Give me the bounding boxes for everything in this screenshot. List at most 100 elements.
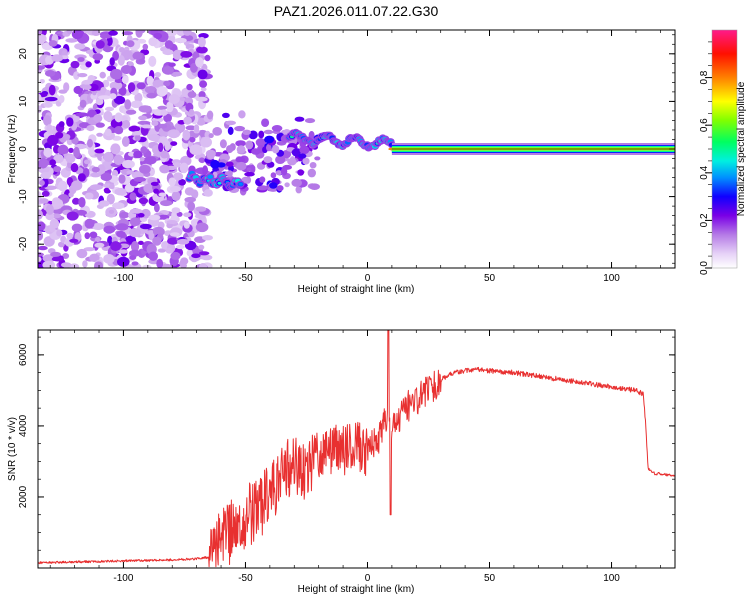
noise-blob: [186, 249, 193, 257]
noise-blob: [103, 254, 115, 264]
noise-blob: [43, 147, 53, 158]
spectrogram-xtick-label: -100: [113, 273, 133, 284]
noise-blob: [129, 217, 141, 227]
noise-blob: [144, 86, 157, 94]
spectrogram-xlabel: Height of straight line (km): [298, 284, 415, 295]
noise-blob: [89, 231, 98, 239]
snr-xtick-label: 100: [603, 573, 620, 584]
fragment-blob: [298, 153, 307, 159]
noise-blob: [162, 49, 174, 56]
noise-blob: [172, 49, 183, 60]
noise-blob: [102, 79, 110, 88]
noise-blob: [180, 263, 187, 268]
noise-blob: [182, 129, 191, 141]
noise-blob: [104, 128, 112, 137]
noise-blob: [171, 191, 181, 202]
fragment-blob: [307, 168, 316, 178]
noise-blob: [128, 125, 141, 132]
fragment-blob: [225, 161, 234, 167]
noise-blob: [89, 253, 100, 262]
noise-blob: [70, 60, 80, 69]
noise-blob: [197, 69, 208, 80]
noise-blob: [183, 30, 192, 36]
noise-blob: [173, 172, 184, 181]
noise-blob: [139, 164, 151, 174]
fragment-blob: [238, 110, 246, 119]
noise-blob: [121, 31, 134, 36]
noise-blob: [158, 123, 168, 129]
noise-blob: [77, 73, 88, 78]
noise-blob: [94, 242, 105, 248]
fragment-blob: [234, 125, 246, 132]
spectrogram-blobs: [38, 30, 672, 268]
noise-blob: [66, 117, 74, 127]
noise-blob: [153, 188, 160, 194]
noise-blob: [38, 65, 45, 70]
noise-blob: [133, 150, 143, 159]
fragment-blob: [242, 129, 252, 135]
noise-blob: [158, 214, 170, 220]
noise-blob: [65, 154, 76, 164]
noise-blob: [73, 146, 80, 158]
fragment-blob: [255, 138, 267, 147]
fragment-blob: [294, 116, 305, 122]
fragment-blob: [222, 112, 230, 118]
noise-blob: [195, 222, 209, 233]
fragment-blob: [245, 140, 254, 150]
noise-blob: [73, 71, 80, 80]
fragment-blob: [281, 150, 292, 159]
noise-blob: [146, 92, 157, 99]
noise-blob: [122, 120, 131, 129]
spectrogram-ytick-label: 20: [18, 48, 29, 60]
noise-blob: [116, 230, 126, 238]
noise-blob: [168, 177, 176, 186]
noise-blob: [200, 136, 213, 148]
noise-blob: [164, 40, 174, 49]
noise-blob: [57, 180, 68, 192]
noise-blob: [98, 200, 110, 207]
noise-blob: [146, 75, 154, 86]
noise-blob: [76, 248, 88, 259]
colorbar-tick-label: 0.8: [699, 70, 710, 84]
noise-blob: [180, 51, 193, 58]
noise-blob: [64, 134, 71, 140]
fragment-blob: [249, 164, 256, 174]
noise-blob: [148, 37, 158, 47]
noise-blob: [78, 197, 86, 208]
noise-blob: [63, 82, 70, 92]
fragment-blob: [276, 185, 284, 192]
noise-blob: [201, 254, 213, 261]
noise-blob: [38, 245, 48, 251]
fragment-blob: [206, 151, 215, 160]
noise-blob: [131, 131, 144, 136]
fragment-blob: [235, 156, 246, 163]
noise-blob: [46, 124, 53, 134]
fragment-blob: [275, 170, 283, 176]
noise-blob: [60, 262, 72, 268]
noise-blob: [200, 87, 207, 92]
noise-blob: [129, 228, 141, 238]
noise-blob: [48, 40, 58, 47]
noise-blob: [85, 61, 92, 68]
fragment-blob: [263, 129, 274, 135]
noise-blob: [77, 57, 85, 62]
noise-blob: [178, 179, 187, 186]
trace-body: [207, 174, 214, 179]
noise-blob: [198, 91, 206, 99]
noise-blob: [202, 235, 213, 241]
noise-blob: [183, 221, 190, 229]
snr-xtick-label: 0: [365, 573, 371, 584]
fragment-blob: [206, 110, 214, 120]
noise-blob: [171, 207, 181, 214]
noise-blob: [166, 30, 178, 37]
noise-blob: [157, 248, 167, 253]
noise-blob: [112, 202, 125, 210]
noise-blob: [120, 65, 132, 74]
noise-blob: [58, 121, 65, 128]
noise-blob: [103, 110, 113, 122]
noise-blob: [108, 209, 115, 214]
noise-blob: [41, 190, 50, 197]
spectrogram-content: [38, 30, 675, 268]
noise-blob: [196, 117, 206, 126]
